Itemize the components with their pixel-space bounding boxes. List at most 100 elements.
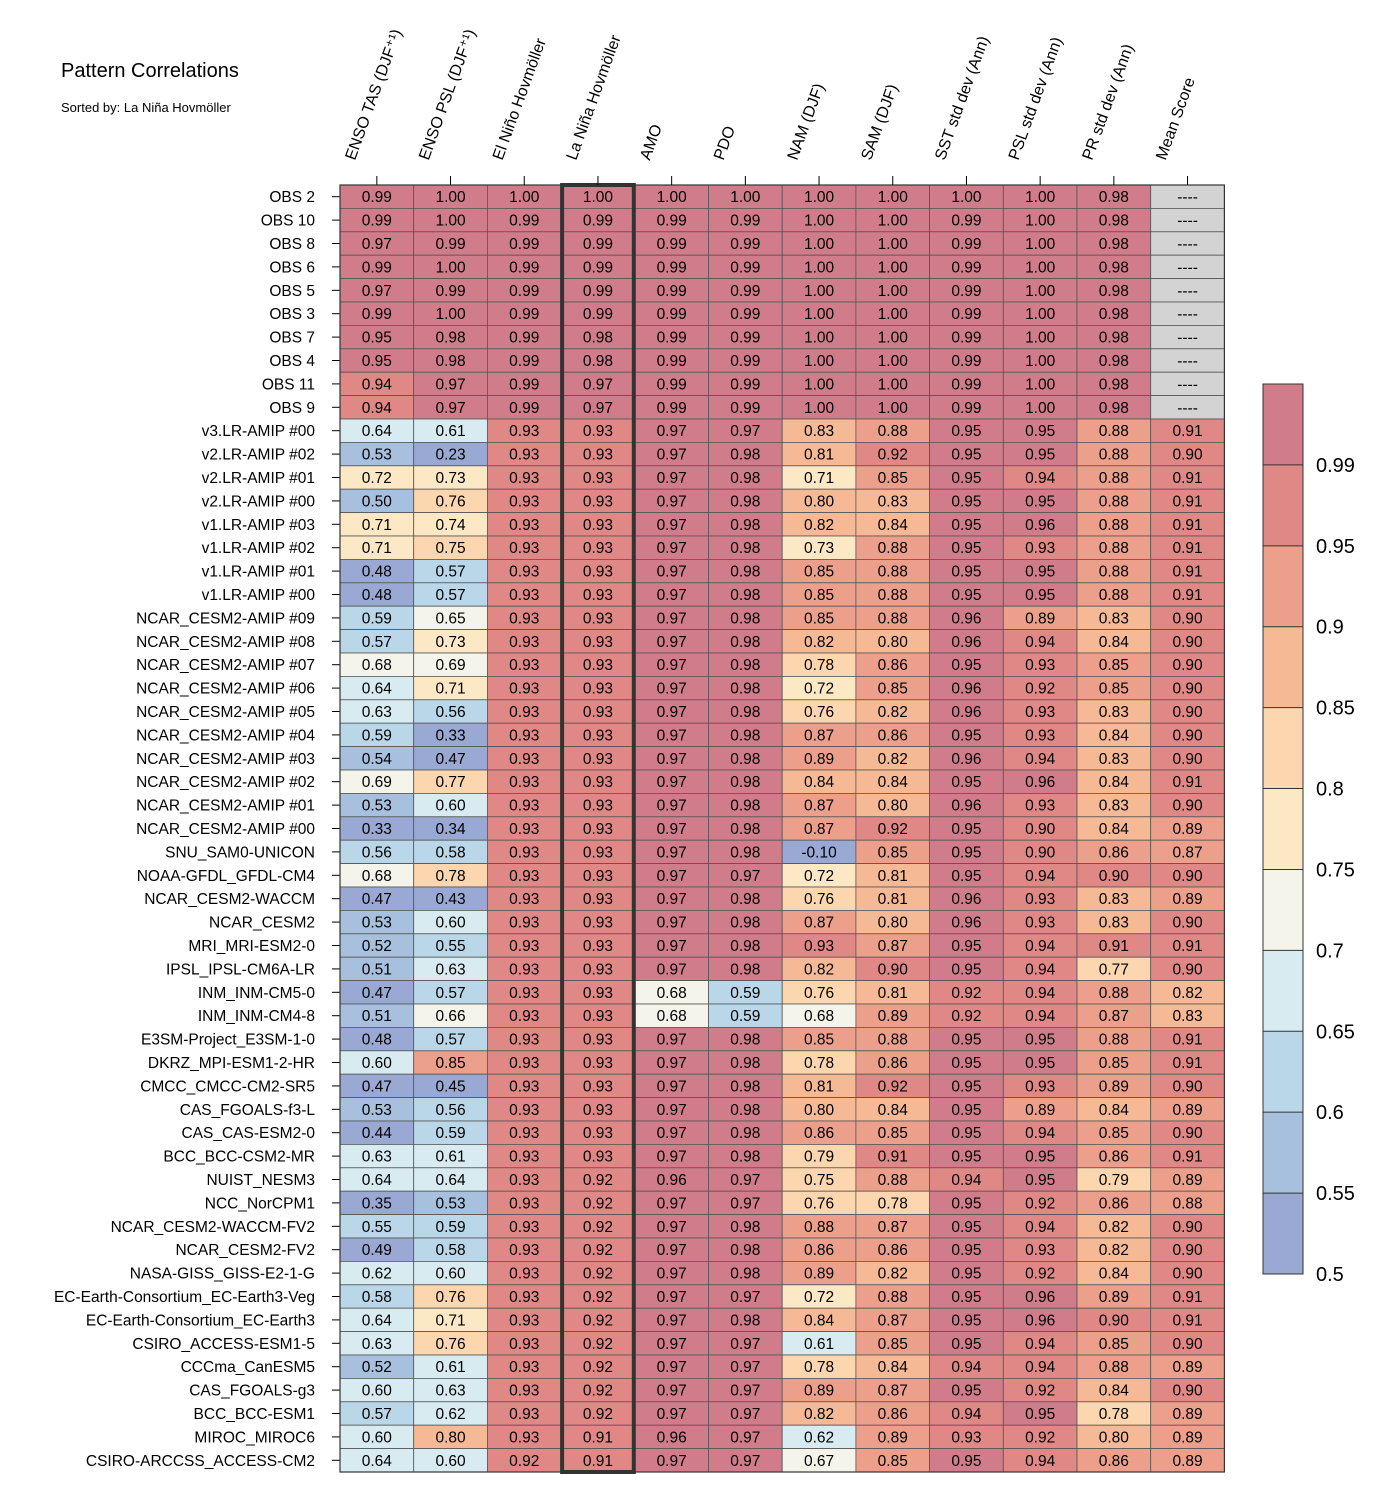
cell-value-label: 0.64 — [362, 423, 393, 440]
cell-value-label: 0.88 — [1099, 447, 1129, 464]
cell-value-label: 0.55 — [362, 1219, 392, 1236]
cell-value-label: 0.78 — [804, 657, 834, 674]
cell-value-label: 0.57 — [362, 634, 392, 651]
cell-value-label: 0.94 — [1025, 868, 1056, 885]
cell-value-label: 0.94 — [362, 376, 393, 393]
cell-value-label: 1.00 — [1025, 330, 1056, 347]
cell-value-label: 0.97 — [657, 1078, 687, 1095]
cell-value-label: 0.98 — [1099, 213, 1129, 230]
cell-value-label: 0.90 — [1172, 1266, 1203, 1283]
cell-value-label: 1.00 — [1025, 400, 1056, 417]
cell-value-label: 0.77 — [1099, 961, 1129, 978]
row-label: CAS_FGOALS-g3 — [189, 1383, 315, 1400]
chart-title: Pattern Correlations — [61, 60, 239, 82]
cell-value-label: 0.97 — [657, 938, 687, 955]
cell-value-label: 0.88 — [1099, 540, 1129, 557]
cell-value-label: 0.91 — [878, 1149, 908, 1166]
cell-value-label: 0.93 — [583, 1125, 613, 1142]
cell-value-label: 0.47 — [362, 1078, 392, 1095]
row-label: NCAR_CESM2-WACCM-FV2 — [111, 1219, 315, 1236]
cell-value-label: 0.80 — [878, 634, 909, 651]
cell-value-label: 0.95 — [951, 868, 981, 885]
colorbar-segment — [1263, 545, 1303, 627]
cell-value-label: 0.53 — [362, 1102, 392, 1119]
cell-value-label: 0.95 — [951, 657, 981, 674]
row-label: OBS 10 — [261, 213, 316, 230]
cell-value-label: 0.86 — [878, 1406, 908, 1423]
cell-value-label: 0.97 — [657, 1266, 687, 1283]
cell-value-label: 0.93 — [509, 657, 539, 674]
cell-value-label: 0.87 — [878, 1383, 908, 1400]
row-label: v2.LR-AMIP #02 — [202, 447, 315, 464]
cell-value-label: 0.93 — [583, 985, 613, 1002]
cell-value-label: 0.94 — [1025, 1219, 1056, 1236]
cell-value-label: 0.99 — [509, 283, 539, 300]
cell-value-label: 0.95 — [951, 938, 981, 955]
row-label: NCC_NorCPM1 — [205, 1195, 315, 1212]
cell-value-label: 1.00 — [804, 283, 835, 300]
cell-value-label: 1.00 — [878, 376, 909, 393]
cell-value-label: 0.95 — [951, 1125, 981, 1142]
cell-value-label: 0.75 — [804, 1172, 834, 1189]
cell-value-label: 0.61 — [435, 423, 465, 440]
cell-value-label: 0.97 — [657, 470, 687, 487]
cell-value-label: 0.93 — [583, 1055, 613, 1072]
cell-value-label: 0.93 — [509, 1149, 539, 1166]
cell-value-label: 0.97 — [730, 1195, 760, 1212]
cell-value-label: 0.82 — [804, 961, 834, 978]
cell-value-label: 0.91 — [1172, 493, 1202, 510]
cell-value-label: 0.93 — [1025, 915, 1055, 932]
cell-value-label: 0.98 — [1099, 236, 1129, 253]
cell-value-label: 0.60 — [362, 1383, 393, 1400]
cell-value-label: 0.87 — [804, 821, 834, 838]
cell-value-label: ---- — [1177, 189, 1198, 206]
row-label: CAS_CAS-ESM2-0 — [181, 1125, 315, 1142]
cell-value-label: 0.97 — [657, 891, 687, 908]
cell-value-label: 0.93 — [509, 1172, 539, 1189]
cell-value-label: 0.96 — [951, 891, 981, 908]
cell-value-label: 0.82 — [804, 634, 834, 651]
cell-value-label: 0.92 — [583, 1266, 613, 1283]
cell-value-label: 0.89 — [1099, 1289, 1129, 1306]
cell-value-label: 0.85 — [1099, 1055, 1129, 1072]
column-label: PDO — [711, 124, 739, 162]
cell-value-label: 0.93 — [583, 891, 613, 908]
cell-value-label: 0.92 — [583, 1383, 613, 1400]
colorbar-tick-label: 0.5 — [1316, 1264, 1344, 1286]
cell-value-label: 0.93 — [509, 1102, 539, 1119]
cell-value-label: 0.91 — [1172, 1032, 1202, 1049]
column-label: SST std dev (Ann) — [932, 34, 993, 162]
cell-value-label: 0.90 — [1172, 657, 1203, 674]
cell-value-label: 0.89 — [1099, 1078, 1129, 1095]
cell-value-label: 0.56 — [435, 704, 465, 721]
cell-value-label: 0.98 — [1099, 283, 1129, 300]
cell-value-label: 0.95 — [362, 353, 392, 370]
cell-value-label: 0.88 — [1099, 1359, 1129, 1376]
cell-value-label: 0.99 — [657, 213, 687, 230]
cell-value-label: 0.82 — [804, 1406, 834, 1423]
cell-value-label: 0.92 — [583, 1359, 613, 1376]
cell-value-label: 0.98 — [730, 1219, 760, 1236]
cell-value-label: 0.48 — [362, 1032, 392, 1049]
cell-value-label: 0.61 — [804, 1336, 834, 1353]
cell-value-label: 0.93 — [583, 493, 613, 510]
cell-value-label: -0.10 — [801, 844, 837, 861]
cell-value-label: 0.98 — [730, 961, 760, 978]
cell-value-label: 0.97 — [657, 1312, 687, 1329]
cell-value-label: 0.93 — [583, 774, 613, 791]
cell-value-label: 0.89 — [804, 751, 834, 768]
cell-value-label: 0.98 — [730, 1078, 760, 1095]
row-label: NCAR_CESM2-AMIP #04 — [136, 727, 315, 744]
cell-value-label: 0.93 — [509, 798, 539, 815]
cell-value-label: 0.90 — [1172, 868, 1203, 885]
colorbar-segment — [1263, 384, 1303, 465]
cell-value-label: 0.98 — [730, 657, 760, 674]
cell-value-label: 0.95 — [1025, 1172, 1055, 1189]
cell-value-label: 0.81 — [878, 868, 908, 885]
cell-value-label: 0.49 — [362, 1242, 392, 1259]
cell-value-label: ---- — [1177, 330, 1198, 347]
cell-value-label: 0.86 — [878, 727, 908, 744]
cell-value-label: 0.52 — [362, 938, 392, 955]
cell-value-label: 0.98 — [730, 1055, 760, 1072]
cell-value-label: 1.00 — [509, 189, 540, 206]
